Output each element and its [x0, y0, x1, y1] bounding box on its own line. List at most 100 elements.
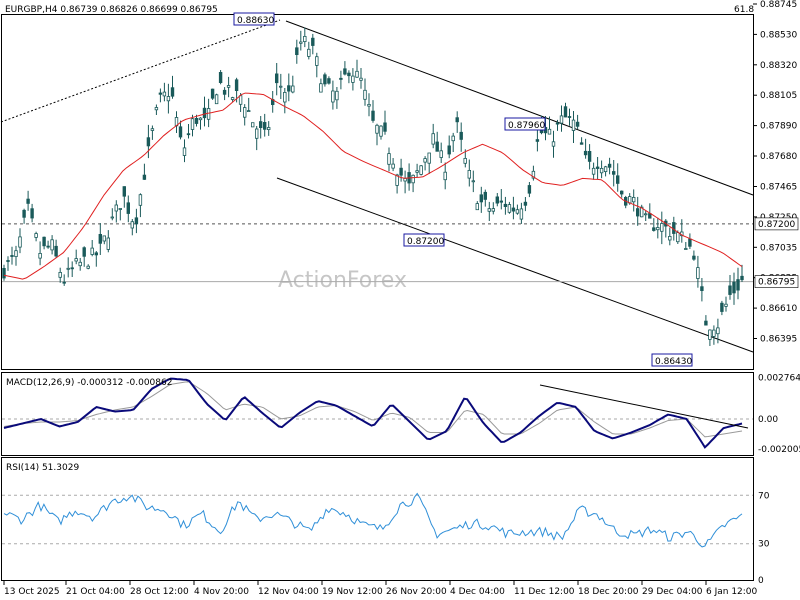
- price-y-tick: 0.87465: [760, 183, 797, 193]
- candle: [603, 165, 608, 177]
- candle: [487, 201, 491, 221]
- candle-body: [319, 83, 323, 93]
- candle-body: [210, 88, 215, 99]
- candle-body: [672, 222, 676, 234]
- candle: [515, 204, 520, 215]
- candle: [26, 190, 30, 211]
- x-tick: 4 Nov 20:00: [194, 587, 249, 597]
- candle: [106, 230, 110, 253]
- candle: [636, 196, 640, 226]
- candle-body: [42, 236, 46, 247]
- candle-body: [331, 90, 335, 103]
- candle-body: [483, 191, 487, 200]
- candle: [339, 70, 343, 90]
- candle: [14, 245, 18, 266]
- candle-body: [66, 267, 70, 270]
- candle-body: [471, 180, 475, 183]
- candle-body: [527, 185, 532, 194]
- macd-title: MACD(12,26,9) -0.000312 -0.000862: [6, 378, 172, 388]
- candle: [599, 160, 604, 179]
- candle-body: [455, 117, 459, 123]
- candle-body: [178, 126, 183, 138]
- candle-body: [82, 247, 86, 257]
- candle: [278, 73, 283, 99]
- candle-body: [291, 85, 295, 93]
- candle: [22, 208, 26, 224]
- candle: [575, 114, 580, 130]
- candle-body: [728, 285, 732, 295]
- candle-body: [443, 171, 447, 181]
- candle-body: [579, 142, 584, 145]
- candle: [254, 126, 259, 151]
- candle: [503, 196, 508, 215]
- candle: [551, 130, 556, 158]
- candle-body: [299, 41, 303, 44]
- candle-body: [6, 260, 10, 262]
- candle: [463, 149, 467, 168]
- candle: [479, 186, 483, 213]
- candle: [166, 83, 171, 114]
- candle: [451, 132, 455, 152]
- candle: [427, 152, 431, 174]
- candle-body: [644, 213, 648, 216]
- candle: [455, 111, 459, 133]
- candle-body: [190, 118, 195, 130]
- price-annotation-box: [504, 117, 546, 131]
- x-tick: 28 Oct 12:00: [130, 587, 189, 597]
- candle: [110, 208, 114, 221]
- candle: [287, 73, 291, 102]
- candle-body: [688, 238, 692, 247]
- candle: [519, 202, 524, 224]
- candle: [483, 189, 487, 207]
- candle-body: [363, 89, 367, 100]
- candle: [182, 139, 187, 163]
- candle: [435, 131, 439, 152]
- price-y-tick: 0.88320: [760, 61, 797, 71]
- candle-body: [262, 122, 267, 130]
- candle: [491, 202, 495, 215]
- candle-body: [246, 110, 251, 112]
- candle-body: [274, 73, 279, 84]
- candle: [375, 123, 379, 146]
- channel-lower-line: [276, 177, 754, 353]
- candle: [716, 318, 720, 344]
- candle: [720, 300, 724, 316]
- price-y-tick: 0.87890: [760, 122, 797, 132]
- candle-body: [10, 255, 14, 257]
- moving-average-line: [3, 92, 743, 280]
- candle: [535, 130, 540, 152]
- candle: [511, 196, 516, 220]
- candle-body: [22, 209, 26, 218]
- candle-body: [555, 122, 560, 125]
- candle: [732, 272, 736, 305]
- candle-body: [591, 167, 596, 175]
- candle: [660, 211, 664, 245]
- candle: [58, 267, 62, 283]
- candle: [178, 120, 183, 140]
- candle: [210, 88, 215, 100]
- candle-body: [451, 135, 455, 142]
- candle-body: [122, 186, 126, 197]
- candle-body: [620, 190, 624, 195]
- candle: [363, 78, 367, 106]
- candle-body: [612, 171, 616, 175]
- candle: [704, 315, 708, 326]
- candle-body: [30, 208, 34, 219]
- x-tick: 12 Nov 04:00: [258, 587, 319, 597]
- candle-body: [130, 221, 134, 229]
- dotted-trendline: [0, 19, 281, 123]
- price-annotation: 0.86430: [651, 353, 693, 367]
- candle-body: [595, 166, 600, 169]
- candle-body: [603, 166, 608, 173]
- candle-body: [463, 157, 467, 164]
- corner-value: 61.8: [734, 5, 754, 15]
- candle-body: [226, 85, 231, 88]
- candle-body: [491, 208, 495, 212]
- candle-body: [724, 303, 728, 307]
- candle: [54, 239, 58, 259]
- candle-body: [668, 235, 672, 241]
- candle: [331, 80, 335, 110]
- candle-body: [98, 233, 102, 244]
- candle-body: [186, 133, 191, 136]
- candle-body: [194, 118, 199, 124]
